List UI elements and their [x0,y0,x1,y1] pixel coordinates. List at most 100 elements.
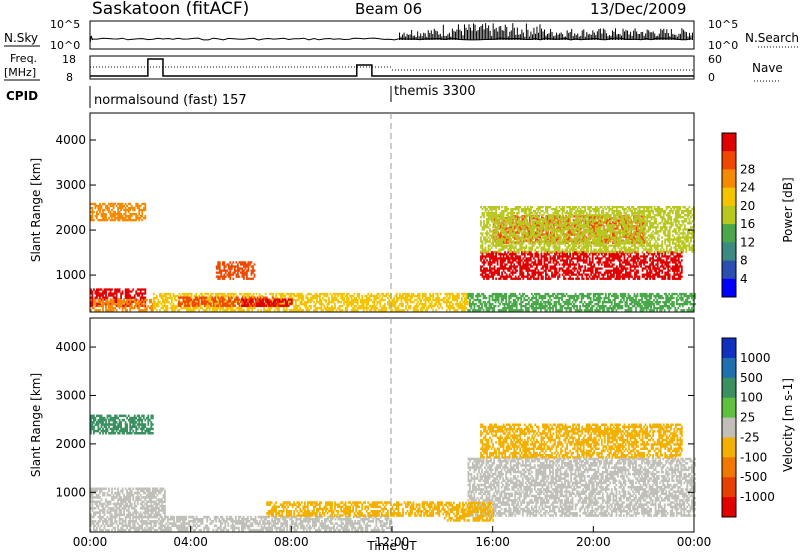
heatmap-cell [108,210,110,214]
heatmap-cell [523,259,526,262]
heatmap-cell [496,273,499,276]
heatmap-cell [142,217,145,220]
heatmap-cell [516,255,519,258]
heatmap-cell [545,275,547,278]
heatmap-cell [165,301,167,304]
heatmap-cell [253,269,256,272]
heatmap-cell [224,265,227,268]
heatmap-cell [539,263,541,266]
heatmap-cell [97,292,100,295]
heatmap-cell [522,257,525,260]
heatmap-cell [108,217,110,220]
heatmap-cell [297,298,300,302]
heatmap-cell [415,294,418,298]
heatmap-cell [144,300,147,303]
heatmap-cell [127,290,130,293]
heatmap-cell [202,296,204,299]
heatmap-cell [575,263,577,266]
heatmap-cell [493,257,496,260]
heatmap-cell [552,267,555,270]
heatmap-cell [343,292,345,296]
heatmap-cell [135,204,138,208]
heatmap-cell [352,309,354,312]
heatmap-cell [442,301,445,304]
heatmap-cell [142,301,145,304]
heatmap-cell [582,261,585,264]
heatmap-cell [323,292,326,296]
heatmap-cell [411,301,413,304]
heatmap-cell [644,267,647,270]
heatmap-cell [361,303,364,306]
heatmap-cell [534,253,537,256]
heatmap-cell [548,269,550,272]
heatmap-cell [526,263,529,266]
heatmap-cell [495,257,497,260]
heatmap-cell [190,301,193,304]
heatmap-cell [249,296,251,299]
heatmap-cell [114,288,116,291]
heatmap-cell [126,204,128,208]
heatmap-cell [495,269,497,272]
heatmap-cell [225,298,228,302]
heatmap-cell [195,307,197,310]
heatmap-cell [100,204,103,208]
heatmap-cell [483,216,485,219]
heatmap-cell [135,305,138,308]
heatmap-cell [371,305,374,308]
heatmap-cell [464,305,466,308]
heatmap-cell [558,257,561,260]
heatmap-cell [499,265,502,268]
heatmap-cell [495,251,497,254]
heatmap-cell [150,309,153,312]
heatmap-cell [157,301,160,304]
heatmap-cell [103,202,106,206]
heatmap-cell [415,303,418,306]
heatmap-cell [572,271,574,274]
heatmap-cell [278,298,281,301]
heatmap-cell [609,271,612,274]
heatmap-cell [112,210,115,214]
heatmap-cell [406,294,409,298]
heatmap-cell [522,267,525,270]
heatmap-cell [150,301,153,304]
heatmap-cell [462,292,465,296]
heatmap-cell [365,303,368,306]
heatmap-cell [294,307,297,310]
heatmap-cell [537,277,540,280]
heatmap-cell [652,261,654,264]
heatmap-cell [511,253,514,256]
heatmap-cell [517,263,520,266]
heatmap-cell [326,303,329,306]
heatmap-cell [229,294,232,298]
heatmap-cell [536,263,538,266]
heatmap-cell [255,304,257,307]
heatmap-cell [293,307,296,310]
heatmap-cell [260,304,263,307]
heatmap-cell [563,253,565,256]
heatmap-cell [558,253,561,256]
heatmap-cell [155,296,158,300]
heatmap-cell [136,307,139,310]
heatmap-cell [121,307,124,310]
heatmap-cell [549,255,552,258]
heatmap-cell [94,292,97,295]
heatmap-cell [310,301,312,304]
heatmap-cell [418,292,421,296]
heatmap-cell [537,257,540,260]
heatmap-cell [387,296,389,300]
heatmap-cell [234,267,236,270]
heatmap-cell [199,305,202,308]
heatmap-cell [432,292,435,296]
heatmap-cell [237,300,239,303]
heatmap-cell [382,305,385,308]
heatmap-cell [481,271,484,274]
heatmap-cell [300,309,303,312]
heatmap-cell [217,301,220,304]
heatmap-cell [187,292,190,296]
heatmap-cell [569,261,571,264]
heatmap-cell [251,307,253,310]
heatmap-cell [481,269,484,272]
heatmap-cell [329,309,332,312]
heatmap-cell [286,300,289,303]
heatmap-cell [343,301,345,304]
